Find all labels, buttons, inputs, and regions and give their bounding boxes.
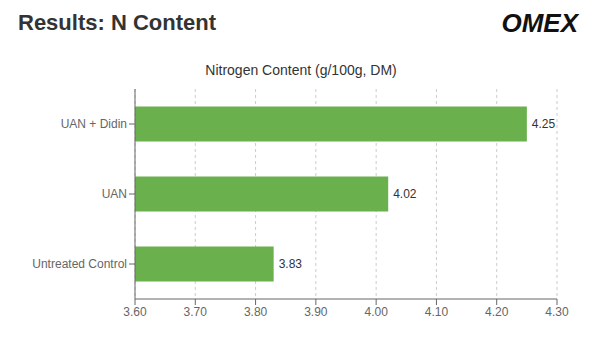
svg-text:UAN: UAN [102, 187, 127, 201]
html-text:OMEX: OMEX [501, 8, 578, 38]
svg-text:4.20: 4.20 [485, 305, 509, 319]
svg-text:4.02: 4.02 [393, 187, 417, 201]
svg-text:3.83: 3.83 [279, 257, 303, 271]
svg-text:4.10: 4.10 [425, 305, 449, 319]
svg-text:3.90: 3.90 [304, 305, 328, 319]
svg-text:4.30: 4.30 [545, 305, 569, 319]
svg-text:3.60: 3.60 [123, 305, 147, 319]
svg-text:4.00: 4.00 [364, 305, 388, 319]
svg-text:3.70: 3.70 [184, 305, 208, 319]
html-text:Results: N Content: Results: N Content [18, 10, 216, 35]
svg-text:Untreated Control: Untreated Control [32, 257, 127, 271]
svg-text:UAN + Didin: UAN + Didin [61, 117, 127, 131]
svg-text:3.80: 3.80 [244, 305, 268, 319]
svg-text:4.25: 4.25 [532, 117, 556, 131]
html-text:Nitrogen Content (g/100g, DM): Nitrogen Content (g/100g, DM) [205, 62, 397, 78]
